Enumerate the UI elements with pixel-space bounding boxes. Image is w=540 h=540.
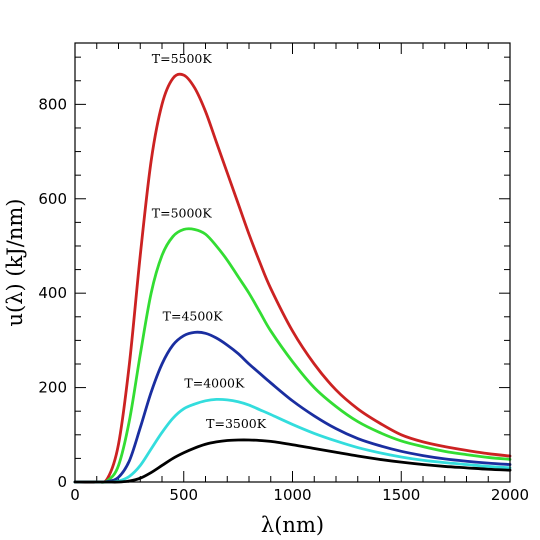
curve-label-T5500: T=5500K	[152, 51, 213, 66]
y-tick-label: 800	[38, 95, 67, 113]
y-tick-label: 600	[38, 190, 67, 208]
curve-T4000	[73, 397, 512, 484]
y-tick-label: 200	[38, 379, 67, 397]
y-axis-title: u(λ) (kJ/nm)	[3, 199, 27, 327]
labels-layer: 0 500 1000 1500 2000 0 200 400 600 800 T=5500K T=50…	[38, 51, 529, 504]
curve-T5500	[73, 72, 512, 484]
curve-label-T5000: T=5000K	[152, 205, 213, 220]
plot-frame	[74, 42, 511, 483]
curve-label-T3500: T=3500K	[206, 416, 267, 431]
curve-T4500	[73, 330, 512, 484]
x-tick-label: 500	[169, 486, 198, 504]
x-tick-label: 1500	[382, 486, 420, 504]
axis-ticks	[74, 43, 511, 483]
curves-layer	[73, 72, 512, 484]
curve-T3500	[73, 438, 512, 484]
y-tick-label: 0	[57, 473, 67, 491]
curve-T5000	[73, 227, 512, 484]
x-tick-label: 0	[70, 486, 80, 504]
x-tick-label: 2000	[491, 486, 529, 504]
y-tick-label: 400	[38, 284, 67, 302]
curve-label-T4000: T=4000K	[184, 375, 245, 390]
x-axis-title: λ(nm)	[261, 513, 324, 537]
x-tick-label: 1000	[273, 486, 311, 504]
curve-label-T4500: T=4500K	[163, 308, 224, 323]
